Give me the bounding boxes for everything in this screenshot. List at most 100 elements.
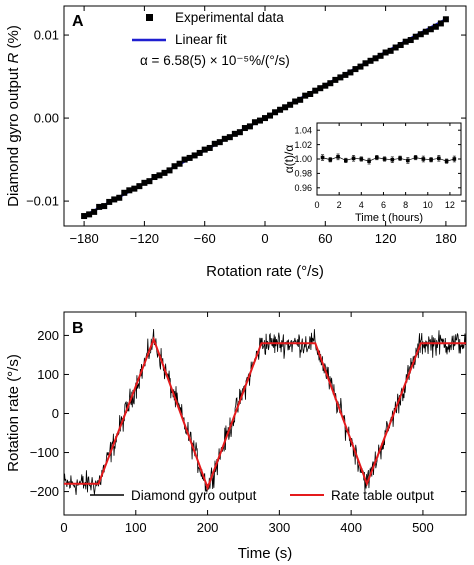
data-point [86, 211, 93, 218]
panel-a-legend: Experimental data Linear fit α = 6.58(5)… [132, 10, 290, 68]
data-point [206, 144, 213, 151]
data-point [347, 69, 354, 76]
x-tick-label: 300 [269, 520, 291, 535]
x-tick-label: 100 [125, 520, 147, 535]
x-tick-label: −180 [69, 231, 98, 246]
panel-a-x-ticks: −180 −120 −60 0 60 120 180 [69, 6, 457, 246]
panel-b-legend: Diamond gyro output Rate table output [90, 488, 434, 503]
x-tick-label: 4 [359, 200, 364, 210]
data-point [226, 134, 233, 141]
inset-x-label: Time t (hours) [355, 212, 423, 224]
panel-a-x-label: Rotation rate (°/s) [206, 263, 324, 280]
data-point [297, 96, 304, 103]
data-point [161, 169, 168, 176]
inset-series-line [322, 156, 455, 162]
panel-b-label: B [72, 320, 84, 337]
data-point [91, 208, 98, 215]
y-tick-label: 1.02 [294, 140, 312, 150]
data-point [191, 152, 198, 159]
data-point [101, 203, 108, 210]
rate-table-output-line [64, 336, 466, 491]
data-point [246, 123, 253, 130]
data-point [231, 130, 238, 137]
data-point [362, 60, 369, 67]
data-point [432, 23, 439, 30]
data-point [196, 149, 203, 156]
data-point [332, 76, 339, 83]
data-point [322, 82, 329, 89]
y-tick-label: 0.98 [294, 169, 312, 179]
data-point [282, 104, 289, 111]
data-point [201, 146, 208, 153]
data-point [402, 38, 409, 45]
x-tick-label: 12 [445, 200, 455, 210]
data-point [412, 33, 419, 40]
x-tick-label: 2 [337, 200, 342, 210]
data-point [121, 189, 128, 196]
x-tick-label: 60 [318, 231, 332, 246]
data-point [81, 213, 88, 220]
data-point [392, 44, 399, 51]
data-point [106, 198, 113, 205]
data-point [131, 185, 138, 192]
data-point [262, 115, 268, 122]
data-point [216, 139, 223, 146]
data-point [126, 187, 133, 194]
data-point [377, 52, 384, 59]
data-point [221, 135, 228, 142]
data-point [272, 109, 279, 116]
inset-plot: 0 2 4 6 8 10 12 0.96 0.98 1.00 1.02 1.04 Time t (h… [282, 118, 462, 224]
data-point [156, 172, 163, 179]
legend-square-marker [146, 14, 153, 21]
diamond-gyro-output-line [63, 328, 466, 495]
legend-gyro-output: Diamond gyro output [131, 488, 257, 503]
inset-y-ticks: 0.96 0.98 1.00 1.02 1.04 [294, 125, 461, 193]
data-point [96, 203, 103, 210]
data-point [181, 156, 188, 163]
y-tick-label: 200 [37, 328, 59, 343]
data-point [186, 154, 193, 161]
data-point [136, 183, 143, 190]
data-point [342, 71, 349, 78]
data-point [151, 174, 158, 181]
experimental-data-points [81, 16, 449, 220]
x-tick-label: 10 [423, 200, 433, 210]
data-point [166, 167, 173, 174]
x-tick-label: 120 [375, 231, 397, 246]
inset-data-points [320, 153, 457, 165]
data-point [146, 178, 153, 185]
data-point [317, 85, 324, 92]
x-tick-label: 400 [340, 520, 362, 535]
panel-b: B 0 100 200 300 400 500 −200 −100 0 100 200 Time … [5, 311, 467, 562]
data-point [352, 66, 359, 73]
data-point [211, 140, 218, 147]
legend-rate-table-output: Rate table output [331, 488, 434, 503]
data-point [312, 87, 319, 94]
data-point [277, 106, 284, 113]
data-point [251, 119, 258, 126]
data-point [387, 47, 394, 54]
panel-a-y-ticks: −0.01 0.00 0.01 [26, 28, 466, 209]
y-tick-label: 0.96 [294, 183, 312, 193]
fit-annotation: α = 6.58(5) × 10⁻⁵%/(°/s) [140, 53, 290, 68]
panel-b-y-label: Rotation rate (°/s) [5, 354, 22, 472]
inset-y-label: α(t)/α [282, 145, 296, 174]
data-point [287, 101, 294, 108]
legend-linear-fit: Linear fit [175, 32, 227, 47]
data-point [292, 98, 299, 105]
data-point [302, 92, 309, 99]
panel-b-x-label: Time (s) [238, 545, 292, 562]
data-point [337, 74, 344, 81]
data-point [176, 160, 183, 167]
y-tick-label: −0.01 [26, 194, 59, 209]
x-tick-label: 0 [314, 200, 319, 210]
panel-a-label: A [72, 13, 84, 30]
data-point [437, 20, 444, 27]
data-point [427, 26, 434, 33]
data-point [241, 125, 248, 132]
x-tick-label: 0 [60, 520, 67, 535]
y-tick-label: 100 [37, 367, 59, 382]
y-tick-label: −100 [30, 445, 59, 460]
data-point [171, 163, 178, 170]
